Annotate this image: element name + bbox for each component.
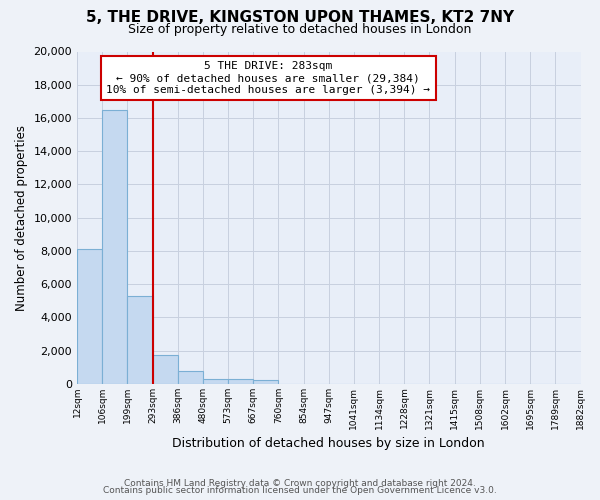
Text: Contains public sector information licensed under the Open Government Licence v3: Contains public sector information licen… — [103, 486, 497, 495]
Bar — [253, 380, 278, 384]
Bar — [77, 249, 102, 384]
Y-axis label: Number of detached properties: Number of detached properties — [15, 124, 28, 310]
Text: 5 THE DRIVE: 283sqm
← 90% of detached houses are smaller (29,384)
10% of semi-de: 5 THE DRIVE: 283sqm ← 90% of detached ho… — [106, 62, 430, 94]
Bar — [203, 379, 228, 384]
X-axis label: Distribution of detached houses by size in London: Distribution of detached houses by size … — [172, 437, 485, 450]
Bar — [102, 110, 127, 384]
Bar — [127, 296, 152, 384]
Bar — [228, 380, 253, 384]
Text: 5, THE DRIVE, KINGSTON UPON THAMES, KT2 7NY: 5, THE DRIVE, KINGSTON UPON THAMES, KT2 … — [86, 10, 514, 25]
Text: Contains HM Land Registry data © Crown copyright and database right 2024.: Contains HM Land Registry data © Crown c… — [124, 478, 476, 488]
Bar — [178, 372, 203, 384]
Text: Size of property relative to detached houses in London: Size of property relative to detached ho… — [128, 22, 472, 36]
Bar — [152, 354, 178, 384]
